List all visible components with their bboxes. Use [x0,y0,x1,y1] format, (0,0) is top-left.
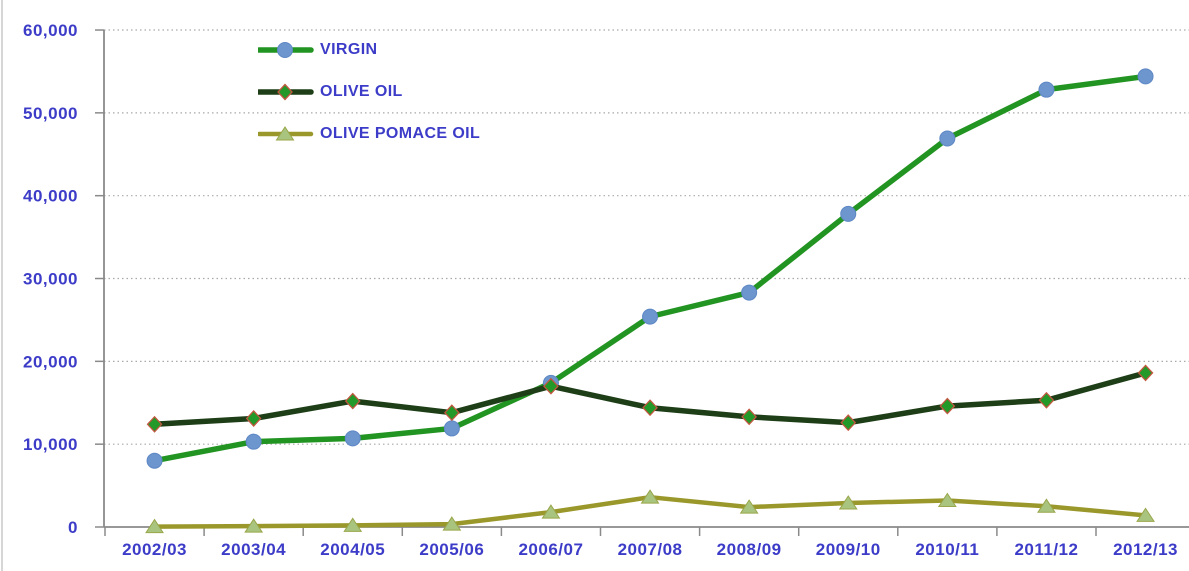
x-tick-label: 2012/13 [1113,540,1178,559]
x-tick-label: 2006/07 [518,540,583,559]
triangle-marker [442,516,462,531]
circle-marker [245,433,262,450]
x-tick-label: 2003/04 [221,540,286,559]
diamond-marker [344,392,361,410]
triangle-marker [145,518,164,534]
circle-marker [146,452,163,469]
legend-key-triangle-icon [258,126,314,141]
triangle-marker [1136,507,1155,522]
circle-marker [642,308,659,325]
x-tick-label: 2010/11 [915,540,979,559]
diamond-marker [277,83,293,101]
x-tick-label: 2009/10 [816,540,881,559]
circle-marker [840,205,857,222]
diamond-marker [741,408,758,426]
legend-item-olive-oil: OLIVE OIL [258,78,403,106]
diamond-marker [840,414,857,432]
series-virgin [146,68,1154,469]
diamond-marker [939,397,956,415]
diamond-marker [1137,364,1154,382]
legend-label: VIRGIN [320,41,378,58]
triangle-marker [275,126,295,141]
y-tick-label: 30,000 [23,270,78,289]
legend-label: OLIVE POMACE OIL [320,125,481,142]
series-olive-pomace-oil [145,489,1155,534]
diamond-marker [642,399,658,417]
circle-marker [939,130,956,147]
x-tick-label: 2007/08 [618,540,683,559]
triangle-marker [640,489,660,504]
series-line [151,370,1149,428]
y-tick-label: 10,000 [23,435,78,454]
y-tick-label: 60,000 [23,21,78,40]
y-tick-label: 20,000 [23,352,78,371]
x-tick-label: 2011/12 [1014,540,1078,559]
diamond-marker [146,415,163,433]
legend-key-diamond-icon [258,83,314,101]
window-left-border [1,0,3,571]
diamond-marker [245,410,262,427]
legend-key-circle-icon [258,42,314,58]
triangle-marker [838,495,858,510]
triangle-marker [541,504,561,519]
circle-marker [277,42,293,58]
circle-marker [443,420,460,437]
diamond-marker [543,377,559,395]
triangle-marker [739,499,759,514]
legend-item-olive-pomace-oil: OLIVE POMACE OIL [258,120,480,148]
triangle-marker [937,492,957,507]
y-tick-label: 40,000 [23,187,78,206]
x-tick-label: 2002/03 [122,540,187,559]
diamond-marker [443,404,460,422]
triangle-marker [1037,498,1056,513]
y-tick-label: 0 [68,518,78,537]
x-tick-label: 2004/05 [320,540,385,559]
diamond-marker [1038,391,1055,409]
legend-item-virgin: VIRGIN [258,36,378,64]
series-olive-oil [146,364,1154,433]
x-tick-label: 2005/06 [419,540,484,559]
legend-label: OLIVE OIL [320,83,403,100]
triangle-marker [343,517,363,532]
circle-marker [344,430,361,447]
x-tick-label: 2008/09 [717,540,782,559]
y-tick-label: 50,000 [23,104,78,123]
triangle-marker [244,518,264,533]
circle-marker [1038,81,1055,98]
circle-marker [741,284,758,301]
circle-marker [1137,68,1154,85]
